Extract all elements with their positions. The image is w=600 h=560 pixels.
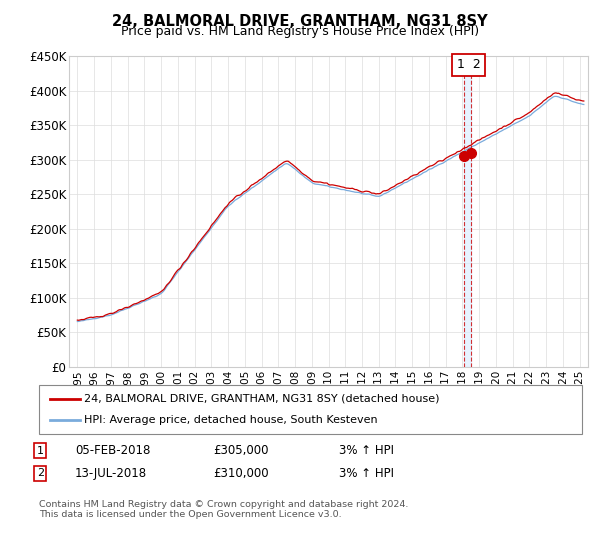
Text: 1: 1 (37, 446, 44, 456)
Text: Contains HM Land Registry data © Crown copyright and database right 2024.
This d: Contains HM Land Registry data © Crown c… (39, 500, 409, 519)
Text: 05-FEB-2018: 05-FEB-2018 (75, 444, 151, 458)
Text: Price paid vs. HM Land Registry's House Price Index (HPI): Price paid vs. HM Land Registry's House … (121, 25, 479, 38)
Text: £310,000: £310,000 (213, 466, 269, 480)
Text: 24, BALMORAL DRIVE, GRANTHAM, NG31 8SY (detached house): 24, BALMORAL DRIVE, GRANTHAM, NG31 8SY (… (84, 394, 439, 404)
Text: 3% ↑ HPI: 3% ↑ HPI (339, 444, 394, 458)
Text: 24, BALMORAL DRIVE, GRANTHAM, NG31 8SY: 24, BALMORAL DRIVE, GRANTHAM, NG31 8SY (112, 14, 488, 29)
Text: HPI: Average price, detached house, South Kesteven: HPI: Average price, detached house, Sout… (84, 415, 377, 425)
Text: 2: 2 (37, 468, 44, 478)
Bar (464, 56, 472, 367)
Text: £305,000: £305,000 (213, 444, 269, 458)
Text: 3% ↑ HPI: 3% ↑ HPI (339, 466, 394, 480)
Text: 1  2: 1 2 (457, 58, 481, 72)
Text: 13-JUL-2018: 13-JUL-2018 (75, 466, 147, 480)
